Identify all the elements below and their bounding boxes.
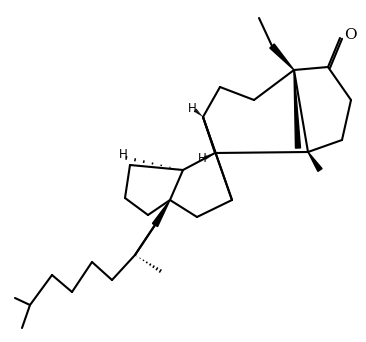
Text: O: O xyxy=(344,28,356,42)
Polygon shape xyxy=(294,70,300,148)
Polygon shape xyxy=(152,200,170,226)
Polygon shape xyxy=(308,152,322,171)
Polygon shape xyxy=(270,44,294,70)
Text: H: H xyxy=(198,153,206,166)
Text: H: H xyxy=(119,148,127,161)
Text: H: H xyxy=(188,102,197,115)
